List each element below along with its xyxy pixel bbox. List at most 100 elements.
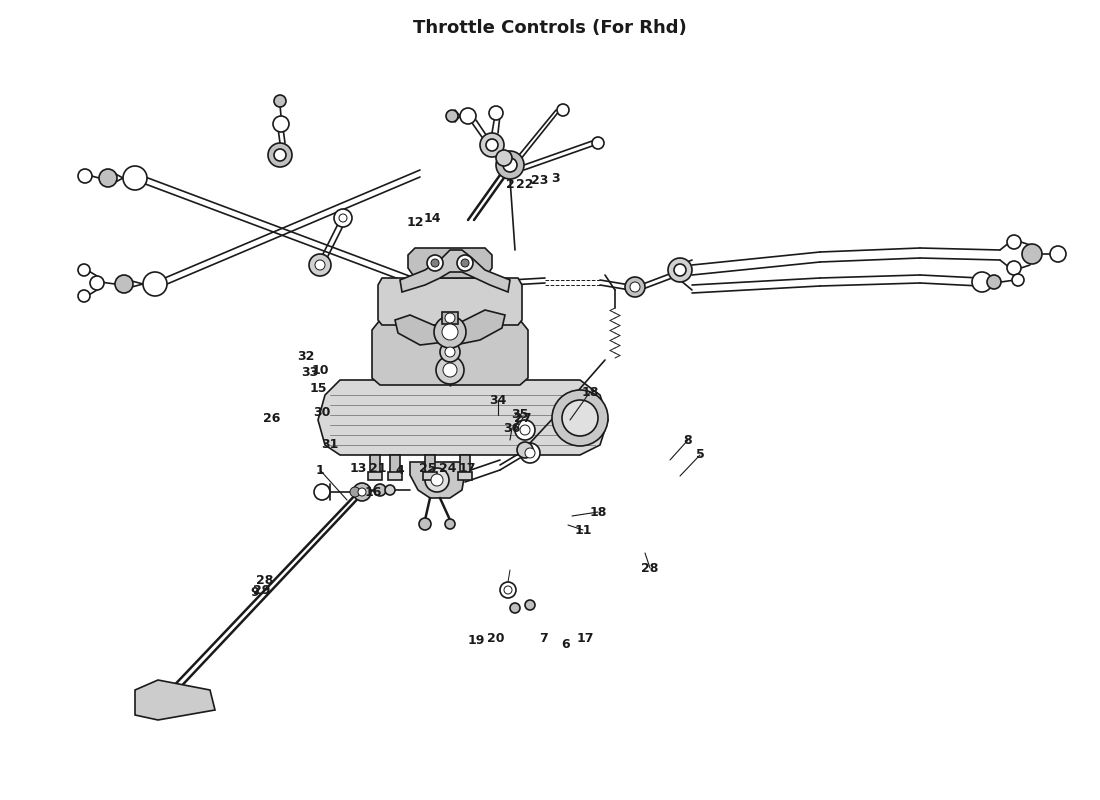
Circle shape (504, 586, 512, 594)
Circle shape (427, 255, 443, 271)
Circle shape (374, 484, 386, 496)
Circle shape (446, 110, 458, 122)
Text: 35: 35 (512, 409, 529, 422)
Circle shape (443, 363, 456, 377)
Text: 13: 13 (350, 462, 366, 474)
Text: 15: 15 (309, 382, 327, 394)
Circle shape (525, 600, 535, 610)
Circle shape (116, 275, 133, 293)
Text: 23: 23 (531, 174, 549, 186)
Bar (390, 455, 400, 475)
Circle shape (78, 264, 90, 276)
Text: 28: 28 (256, 574, 274, 586)
Circle shape (592, 137, 604, 149)
Circle shape (143, 272, 167, 296)
Text: 1: 1 (316, 463, 324, 477)
Circle shape (431, 474, 443, 486)
Text: 30: 30 (314, 406, 331, 418)
Text: Throttle Controls (For Rhd): Throttle Controls (For Rhd) (414, 19, 686, 37)
Circle shape (446, 313, 455, 323)
Text: 6: 6 (562, 638, 570, 651)
Circle shape (273, 116, 289, 132)
Circle shape (123, 166, 147, 190)
Text: 19: 19 (468, 634, 485, 646)
Text: 33: 33 (301, 366, 319, 378)
Polygon shape (378, 278, 522, 325)
Text: 34: 34 (490, 394, 507, 406)
Circle shape (510, 603, 520, 613)
Circle shape (358, 488, 366, 496)
Text: 7: 7 (539, 631, 548, 645)
Circle shape (334, 209, 352, 227)
Text: 32: 32 (297, 350, 315, 362)
Text: 4: 4 (396, 463, 405, 477)
Circle shape (496, 150, 512, 166)
Bar (442, 312, 458, 324)
Text: 17: 17 (576, 631, 594, 645)
Text: 18: 18 (581, 386, 598, 398)
Circle shape (496, 151, 524, 179)
Circle shape (972, 272, 992, 292)
Text: 5: 5 (695, 449, 704, 462)
Text: 28: 28 (641, 562, 659, 574)
Text: 8: 8 (684, 434, 692, 446)
Circle shape (274, 95, 286, 107)
Circle shape (480, 133, 504, 157)
Circle shape (274, 149, 286, 161)
Circle shape (446, 347, 455, 357)
Text: 36: 36 (504, 422, 520, 434)
Text: 24: 24 (439, 462, 456, 474)
Circle shape (442, 324, 458, 340)
Circle shape (515, 420, 535, 440)
Circle shape (99, 169, 117, 187)
Circle shape (503, 158, 517, 172)
Polygon shape (135, 680, 214, 720)
Polygon shape (318, 380, 608, 455)
Circle shape (1006, 235, 1021, 249)
Circle shape (674, 264, 686, 276)
Circle shape (78, 169, 92, 183)
Circle shape (419, 518, 431, 530)
Circle shape (525, 448, 535, 458)
Circle shape (268, 143, 292, 167)
Bar (370, 455, 379, 475)
Bar (458, 472, 472, 480)
Text: 16: 16 (364, 486, 382, 498)
Text: 20: 20 (487, 631, 505, 645)
Text: 31: 31 (321, 438, 339, 451)
Circle shape (625, 277, 645, 297)
Circle shape (353, 483, 371, 501)
Text: 3: 3 (551, 171, 559, 185)
Circle shape (987, 275, 1001, 289)
Circle shape (557, 104, 569, 116)
Text: 25: 25 (419, 462, 437, 474)
Circle shape (1006, 261, 1021, 275)
Circle shape (315, 260, 324, 270)
Circle shape (630, 282, 640, 292)
Text: 26: 26 (263, 411, 280, 425)
Circle shape (500, 582, 516, 598)
Circle shape (78, 290, 90, 302)
Circle shape (456, 255, 473, 271)
Bar (425, 455, 435, 475)
Circle shape (490, 106, 503, 120)
Text: 12: 12 (406, 215, 424, 229)
Circle shape (1012, 274, 1024, 286)
Bar (424, 472, 437, 480)
Polygon shape (395, 315, 446, 345)
Circle shape (440, 342, 460, 362)
Text: 2: 2 (506, 178, 515, 191)
Text: 29: 29 (253, 583, 271, 597)
Text: 22: 22 (516, 178, 534, 191)
Circle shape (486, 139, 498, 151)
Circle shape (520, 443, 540, 463)
Text: 18: 18 (590, 506, 607, 518)
Circle shape (385, 485, 395, 495)
Circle shape (517, 442, 534, 458)
Bar (388, 472, 401, 480)
Circle shape (461, 259, 469, 267)
Text: 17: 17 (459, 462, 475, 474)
Text: 21: 21 (370, 462, 387, 474)
Text: 27: 27 (515, 411, 531, 425)
Circle shape (339, 214, 346, 222)
